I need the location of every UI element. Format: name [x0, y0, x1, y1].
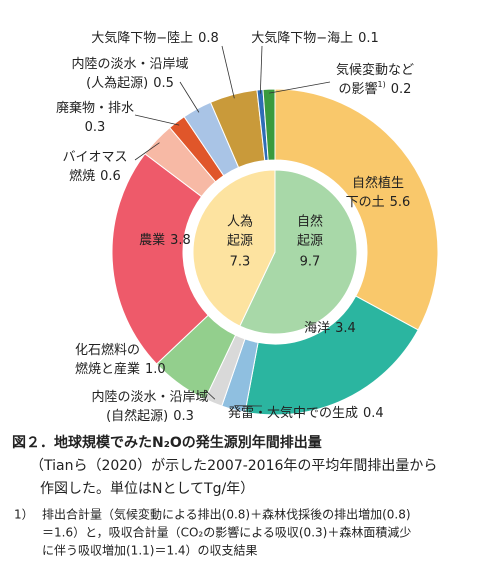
caption: 作図した。単位はNとしてTg/年） — [40, 481, 254, 497]
footnote: に伴う吸収増加(1.1)＝1.4）の収支結果 — [42, 544, 258, 558]
footnote: ＝1.6）と，吸収合計量（CO₂の影響による吸収(0.3)＋森林面積減少 — [42, 525, 411, 540]
value-label: 0.6 — [100, 169, 121, 184]
segment-label: 下の土 5.6 — [346, 195, 411, 210]
leader-line — [221, 45, 235, 99]
segment-label: 廃棄物・排水 — [56, 100, 134, 116]
inner-label: 人為 — [227, 214, 253, 230]
value-label: 3.4 — [335, 321, 356, 336]
value-label: 0.1 — [358, 31, 379, 46]
value-label: 3.8 — [170, 233, 191, 248]
value-label: 0.3 — [173, 409, 194, 424]
label-text: 海洋 — [304, 321, 330, 336]
label-text: 自然植生 — [352, 175, 404, 191]
label-text: 廃棄物・排水 — [56, 100, 134, 116]
value-label: 0.4 — [363, 406, 384, 421]
label-text: 下の土 — [346, 195, 385, 210]
segment-label: 内陸の淡水・沿岸域 — [71, 56, 188, 72]
value-label: 0.5 — [153, 76, 174, 91]
segment-label: 発雷・大気中での生成 0.4 — [228, 405, 384, 421]
outer-segment — [274, 88, 439, 331]
value-label: 0.3 — [85, 120, 106, 135]
note-mark: 1) — [378, 80, 386, 89]
label-text: 燃焼 — [69, 168, 95, 184]
segment-label: 内陸の淡水・沿岸域 — [91, 389, 208, 405]
label-text: 内陸の淡水・沿岸域 — [71, 56, 188, 72]
label-text: 気候変動など — [336, 62, 414, 78]
label-text: 内陸の淡水・沿岸域 — [91, 389, 208, 405]
segment-label: バイオマス — [62, 150, 127, 165]
label-text: (自然起源) — [106, 408, 168, 424]
caption: （Tianら（2020）が示した2007-2016年の平均年間排出量から — [30, 458, 437, 474]
leader-line — [204, 389, 216, 400]
label-text: (人為起源) — [86, 75, 148, 91]
segment-label: の影響1) 0.2 — [339, 80, 412, 97]
inner-label: 起源 — [297, 234, 323, 249]
value-label: 5.6 — [390, 195, 411, 210]
segment-label: 化石燃料の — [75, 342, 140, 358]
outer-segment — [244, 295, 419, 416]
label-text: の影響 — [339, 81, 378, 97]
label-text: バイオマス — [62, 150, 127, 165]
leader-line — [179, 81, 200, 113]
label-text: 農業 — [139, 232, 165, 248]
label-text: 発雷・大気中での生成 — [228, 405, 358, 421]
footnote-mark: 1） — [14, 508, 34, 522]
footnote: 排出合計量（気候変動による排出(0.8)＋森林伐採後の排出増加(0.8) — [42, 507, 411, 522]
segment-label: 農業 3.8 — [139, 232, 191, 248]
inner-value: 9.7 — [300, 255, 321, 270]
segment-label: 気候変動など — [336, 62, 414, 78]
label-text: 化石燃料の — [75, 342, 140, 358]
segment-label: 燃焼と産業 1.0 — [75, 361, 166, 377]
label-text: 大気降下物−陸上 — [91, 30, 193, 46]
inner-label: 自然 — [297, 214, 323, 230]
inner-segment — [192, 169, 276, 327]
value-label: 0.2 — [391, 82, 412, 97]
segment-label: (人為起源) 0.5 — [86, 75, 174, 91]
caption: 図２．地球規模でみたN₂Oの発生源別年間排出量 — [12, 434, 322, 451]
leader-line — [134, 142, 160, 161]
inner-segment — [239, 169, 358, 335]
outer-segment — [111, 153, 209, 365]
segment-label: 大気降下物−陸上 0.8 — [91, 30, 219, 46]
segment-label: 自然植生 — [352, 175, 404, 191]
segment-label: (自然起源) 0.3 — [106, 408, 194, 424]
value-label: 0.8 — [198, 31, 219, 46]
inner-label: 起源 — [227, 234, 253, 249]
leader-line — [259, 45, 263, 94]
outer-segment — [262, 88, 276, 161]
segment-label: 海洋 3.4 — [304, 321, 356, 336]
value-label: 1.0 — [145, 362, 166, 377]
inner-value: 7.3 — [230, 255, 251, 270]
label-text: 大気降下物−海上 — [251, 30, 353, 46]
segment-label: 燃焼 0.6 — [69, 168, 121, 184]
leader-line — [269, 81, 331, 94]
segment-label: 大気降下物−海上 0.1 — [251, 30, 379, 46]
label-text: 燃焼と産業 — [75, 361, 140, 377]
leader-line — [134, 114, 180, 126]
segment-label: 0.3 — [85, 120, 106, 135]
